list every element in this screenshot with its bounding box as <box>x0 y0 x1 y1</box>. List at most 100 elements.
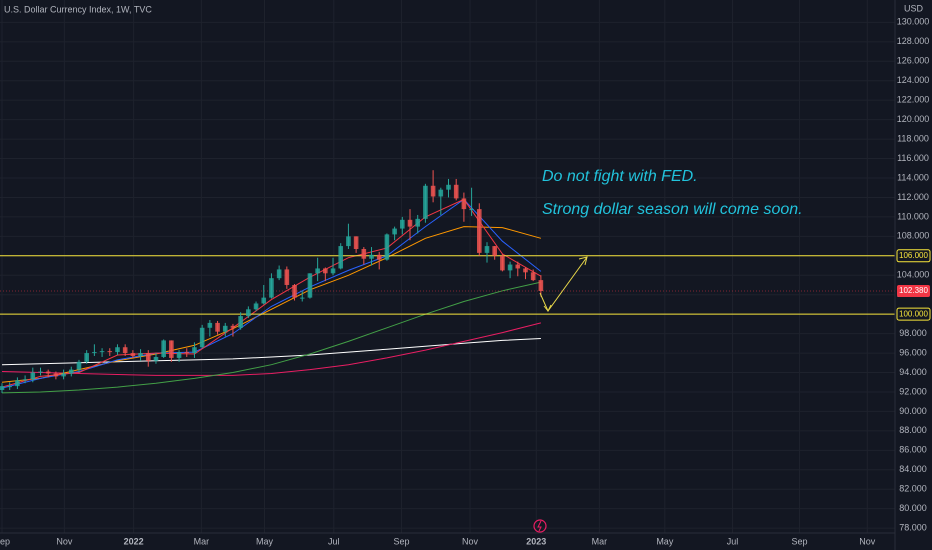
x-tick-label: Nov <box>462 536 479 546</box>
arrow-head <box>578 256 588 266</box>
candle-body <box>507 264 513 271</box>
x-tick-label: 2022 <box>124 536 144 546</box>
candle-body <box>261 297 267 304</box>
x-tick-label: Nov <box>859 536 876 546</box>
candle-body <box>523 268 528 273</box>
candle-body <box>415 218 421 227</box>
candle-body <box>307 273 313 298</box>
candle-body <box>369 254 374 259</box>
candle-body <box>0 386 5 391</box>
x-tick-label: Sep <box>0 536 10 546</box>
candle-body <box>92 352 97 354</box>
candle-body <box>400 219 405 229</box>
x-tick-label: Jul <box>727 536 739 546</box>
moving-average-line <box>1 198 542 388</box>
y-tick-label: 80.000 <box>899 503 927 513</box>
y-tick-label: 104.000 <box>897 270 930 280</box>
candle-body <box>338 246 344 269</box>
candle-body <box>430 185 436 197</box>
candle-body <box>423 185 428 219</box>
y-tick-label: 78.000 <box>899 523 927 533</box>
candle-body <box>76 361 82 370</box>
candle-body <box>407 219 413 227</box>
candle-body <box>145 353 151 361</box>
y-tick-label: 98.000 <box>899 328 927 338</box>
y-tick-label: 88.000 <box>899 425 927 435</box>
candle-body <box>22 379 28 381</box>
candle-body <box>53 373 59 377</box>
chart-title: U.S. Dollar Currency Index, 1W, TVC <box>4 4 152 14</box>
candle-body <box>276 269 282 279</box>
candle-body <box>353 236 359 249</box>
candle-body <box>122 347 128 354</box>
candle-body <box>269 278 274 298</box>
candle-body <box>476 209 482 253</box>
candle-body <box>253 303 259 310</box>
y-tick-label: 86.000 <box>899 445 927 455</box>
axes: 78.000 80.000 82.000 84.000 86.000 88.000 90.0… <box>0 17 931 546</box>
candle-body <box>438 189 444 197</box>
price-tag <box>896 307 931 321</box>
candle-body <box>238 316 243 328</box>
candle-body <box>453 184 459 199</box>
candle-body <box>153 356 159 361</box>
y-tick-label: 122.000 <box>897 95 930 105</box>
candle-body <box>492 246 497 256</box>
candle-body <box>184 352 190 354</box>
candle-body <box>469 209 474 211</box>
candle-body <box>30 372 36 380</box>
candle-body <box>169 340 174 358</box>
candle-body <box>15 380 20 387</box>
moving-average-line <box>1 281 542 394</box>
x-tick-label: May <box>256 536 274 546</box>
candle-body <box>284 269 290 285</box>
candle-body <box>138 353 143 356</box>
icon-circle[interactable] <box>533 519 547 533</box>
x-tick-label: Sep <box>792 536 808 546</box>
arrow-head <box>543 304 552 312</box>
candle-body <box>45 371 51 374</box>
x-tick-label: Jul <box>328 536 340 546</box>
candle-body <box>392 228 397 235</box>
candle-body <box>376 254 382 260</box>
y-tick-label: 82.000 <box>899 484 927 494</box>
candle-body <box>515 264 521 269</box>
y-tick-label: 116.000 <box>897 153 929 163</box>
y-tick-label: 96.000 <box>899 347 927 357</box>
candle-body <box>207 322 213 328</box>
candle-body <box>199 327 205 348</box>
x-tick-label: Mar <box>592 536 608 546</box>
candle-body <box>538 280 544 292</box>
x-tick-label: Mar <box>194 536 210 546</box>
candle-body <box>192 347 197 354</box>
candle-body <box>461 198 467 210</box>
candle-body <box>530 272 536 281</box>
annotation: Strong dollar season will come soon. <box>542 201 803 218</box>
candle-body <box>361 248 367 259</box>
x-tick-label: 2023 <box>526 536 546 546</box>
candle-body <box>315 268 320 274</box>
candle-body <box>330 268 336 274</box>
y-tick-label: 124.000 <box>897 75 930 85</box>
replay-icon[interactable] <box>533 519 547 533</box>
y-tick-label: 108.000 <box>897 231 930 241</box>
candle-body <box>500 255 505 271</box>
candle-body <box>346 236 351 247</box>
moving-average-line <box>1 322 542 376</box>
y-tick-label: 114.000 <box>897 172 929 182</box>
candle-body <box>299 297 305 299</box>
candle-body <box>446 184 451 190</box>
last-price-label: 102.380 <box>899 286 928 295</box>
candle-body <box>230 325 236 328</box>
candle-body <box>222 325 228 332</box>
candle-body <box>38 371 43 373</box>
candle-body <box>115 347 120 353</box>
candle-body <box>7 386 12 388</box>
last-price-tag <box>897 285 930 298</box>
candle-body <box>484 246 490 253</box>
candle-body <box>61 373 66 377</box>
icon-bolt[interactable] <box>537 520 542 532</box>
y-tick-label: 90.000 <box>899 406 927 416</box>
grid <box>0 0 895 533</box>
x-tick-label: Nov <box>56 536 73 546</box>
